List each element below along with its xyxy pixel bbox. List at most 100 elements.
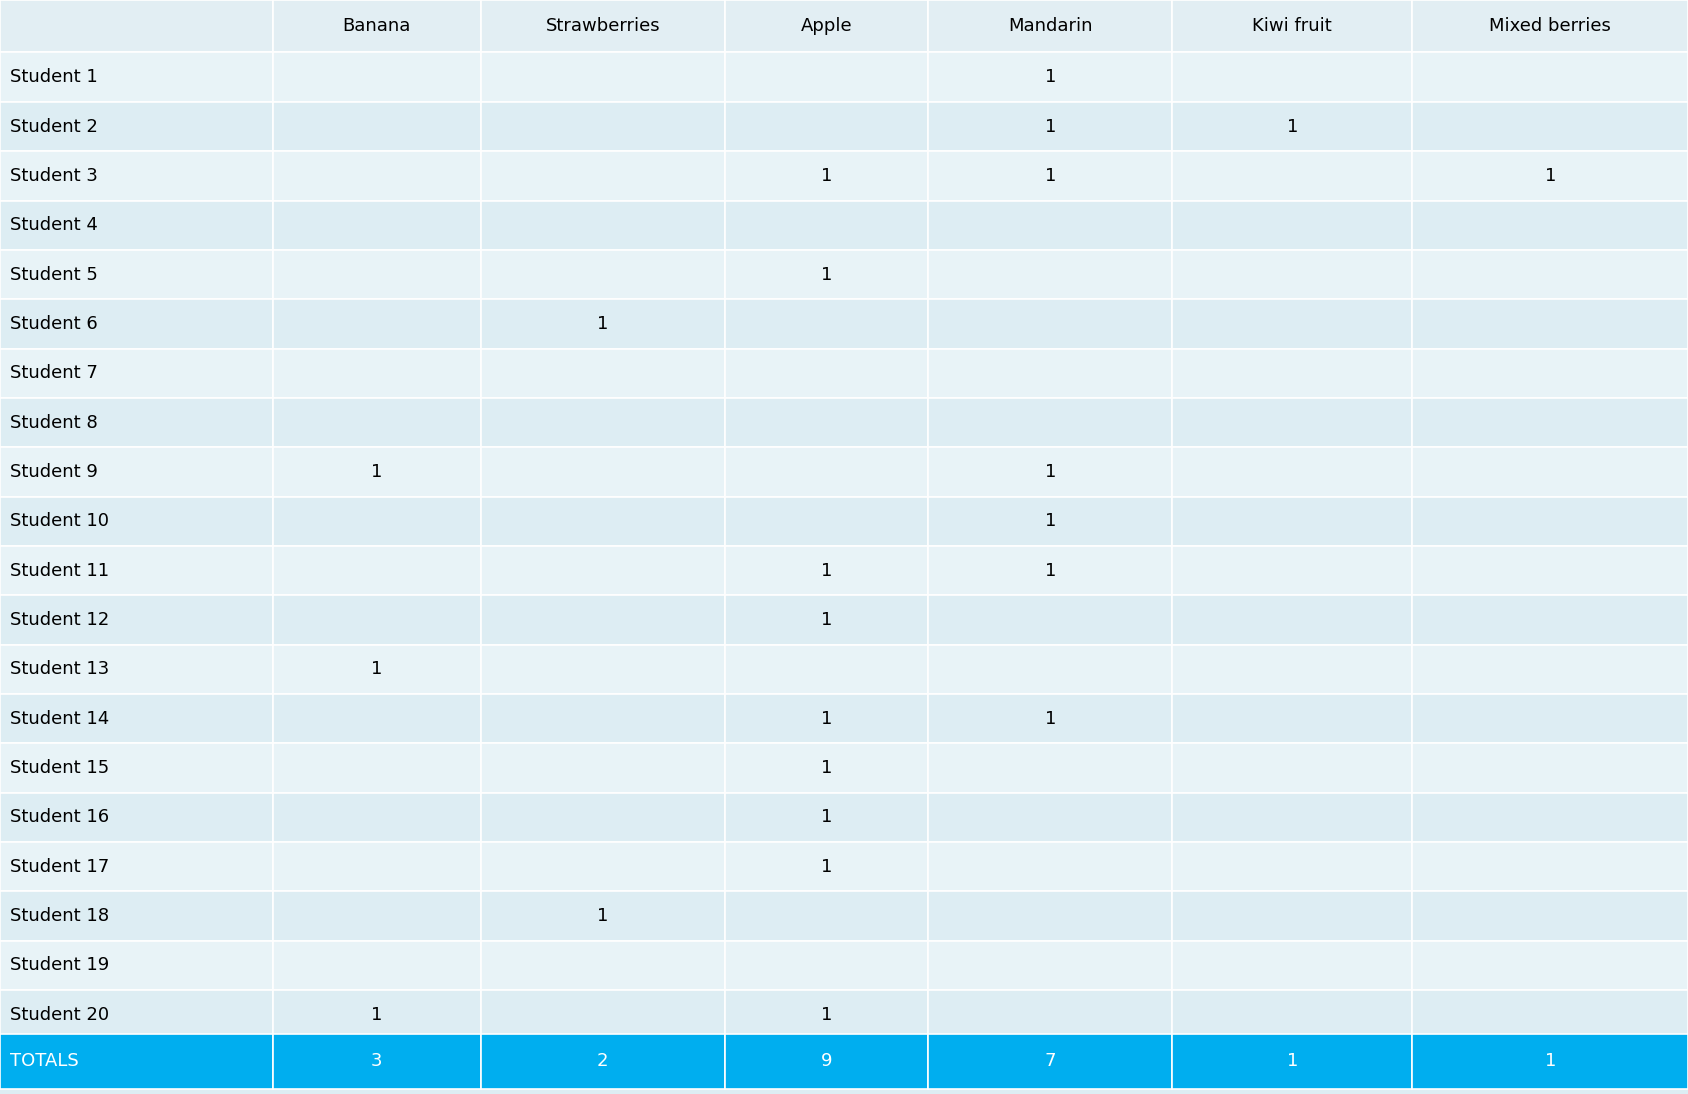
- Text: 1: 1: [1545, 167, 1556, 185]
- Bar: [1413, 53, 1688, 102]
- Text: Student 13: Student 13: [10, 661, 110, 678]
- Bar: [481, 595, 726, 644]
- Bar: [1413, 447, 1688, 497]
- Bar: [481, 249, 726, 300]
- Text: 1: 1: [371, 463, 383, 481]
- Bar: [0, 249, 273, 300]
- Text: Student 10: Student 10: [10, 512, 110, 531]
- Bar: [1171, 842, 1413, 892]
- Bar: [1413, 842, 1688, 892]
- Bar: [481, 300, 726, 349]
- Bar: [481, 990, 726, 1039]
- Text: Student 18: Student 18: [10, 907, 110, 926]
- Bar: [0, 200, 273, 249]
- Bar: [273, 941, 481, 990]
- Text: Apple: Apple: [802, 18, 852, 35]
- Bar: [726, 53, 928, 102]
- Bar: [726, 249, 928, 300]
- Bar: [481, 644, 726, 694]
- Text: 1: 1: [1045, 561, 1057, 580]
- Text: 1: 1: [598, 907, 609, 926]
- Bar: [273, 546, 481, 595]
- Text: 1: 1: [1045, 68, 1057, 86]
- Bar: [928, 0, 1171, 53]
- Bar: [481, 102, 726, 151]
- Text: Student 14: Student 14: [10, 710, 110, 728]
- Bar: [726, 102, 928, 151]
- Bar: [1413, 546, 1688, 595]
- Text: Mandarin: Mandarin: [1008, 18, 1092, 35]
- Bar: [0, 151, 273, 200]
- Bar: [1171, 0, 1413, 53]
- Bar: [1171, 151, 1413, 200]
- Text: 1: 1: [598, 315, 609, 333]
- Bar: [0, 892, 273, 941]
- Bar: [1413, 1034, 1688, 1089]
- Bar: [1413, 398, 1688, 447]
- Bar: [481, 743, 726, 793]
- Bar: [273, 151, 481, 200]
- Bar: [481, 842, 726, 892]
- Text: Student 4: Student 4: [10, 217, 98, 234]
- Text: 1: 1: [371, 1005, 383, 1024]
- Text: 2: 2: [598, 1052, 609, 1070]
- Bar: [481, 793, 726, 842]
- Bar: [1413, 743, 1688, 793]
- Bar: [481, 497, 726, 546]
- Bar: [273, 842, 481, 892]
- Text: Student 20: Student 20: [10, 1005, 110, 1024]
- Bar: [726, 300, 928, 349]
- Bar: [928, 249, 1171, 300]
- Bar: [726, 398, 928, 447]
- Bar: [726, 349, 928, 398]
- Text: Student 16: Student 16: [10, 808, 110, 826]
- Text: Student 9: Student 9: [10, 463, 98, 481]
- Text: 1: 1: [820, 266, 832, 283]
- Bar: [273, 53, 481, 102]
- Text: Strawberries: Strawberries: [545, 18, 660, 35]
- Bar: [481, 892, 726, 941]
- Bar: [1171, 990, 1413, 1039]
- Bar: [481, 200, 726, 249]
- Bar: [726, 941, 928, 990]
- Text: Student 11: Student 11: [10, 561, 110, 580]
- Bar: [0, 398, 273, 447]
- Bar: [0, 793, 273, 842]
- Bar: [0, 53, 273, 102]
- Bar: [1171, 53, 1413, 102]
- Bar: [0, 349, 273, 398]
- Bar: [0, 546, 273, 595]
- Bar: [1171, 595, 1413, 644]
- Bar: [481, 1034, 726, 1089]
- Bar: [928, 743, 1171, 793]
- Bar: [1171, 102, 1413, 151]
- Bar: [928, 546, 1171, 595]
- Bar: [1413, 694, 1688, 743]
- Text: 1: 1: [820, 710, 832, 728]
- Bar: [1413, 249, 1688, 300]
- Bar: [726, 497, 928, 546]
- Text: 1: 1: [1045, 512, 1057, 531]
- Bar: [273, 398, 481, 447]
- Bar: [273, 743, 481, 793]
- Bar: [481, 546, 726, 595]
- Bar: [1171, 694, 1413, 743]
- Bar: [726, 447, 928, 497]
- Text: 1: 1: [820, 759, 832, 777]
- Text: 3: 3: [371, 1052, 383, 1070]
- Bar: [1171, 546, 1413, 595]
- Bar: [273, 990, 481, 1039]
- Text: TOTALS: TOTALS: [10, 1052, 79, 1070]
- Text: 1: 1: [1545, 1052, 1556, 1070]
- Bar: [1171, 743, 1413, 793]
- Text: Mixed berries: Mixed berries: [1489, 18, 1610, 35]
- Bar: [273, 249, 481, 300]
- Bar: [1171, 644, 1413, 694]
- Text: 1: 1: [820, 808, 832, 826]
- Text: 1: 1: [371, 661, 383, 678]
- Bar: [0, 497, 273, 546]
- Bar: [928, 990, 1171, 1039]
- Text: Kiwi fruit: Kiwi fruit: [1252, 18, 1332, 35]
- Bar: [481, 398, 726, 447]
- Text: 1: 1: [1286, 117, 1298, 136]
